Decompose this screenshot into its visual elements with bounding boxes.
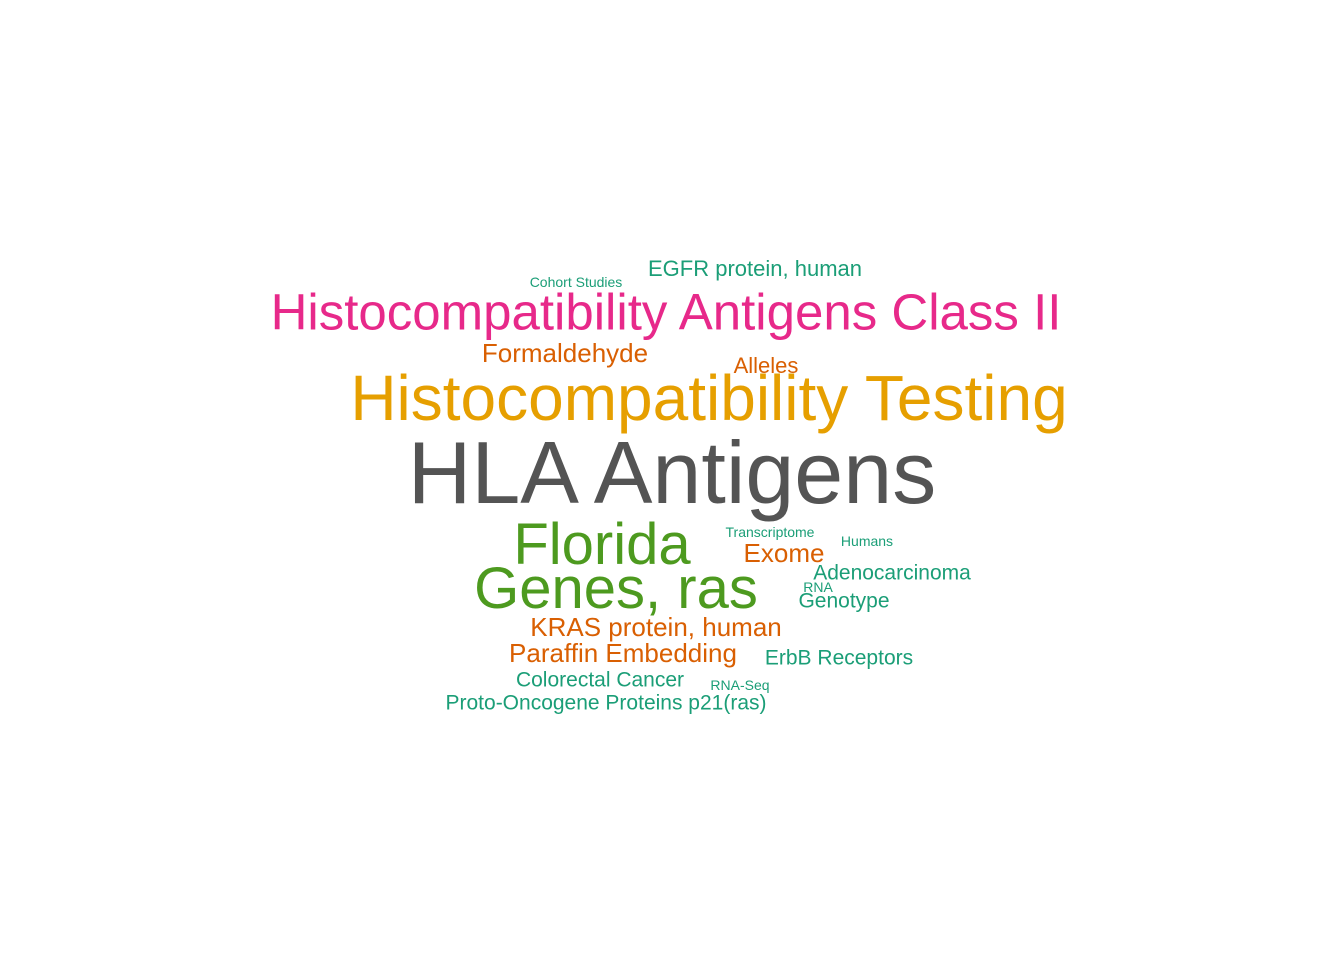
word-colorectal-cancer: Colorectal Cancer: [515, 668, 685, 692]
word-formaldehyde: Formaldehyde: [481, 338, 649, 368]
word-genotype: Genotype: [798, 589, 890, 613]
word-transcriptome: Transcriptome: [725, 524, 815, 540]
word-cohort-studies: Cohort Studies: [529, 274, 623, 290]
word-rna: RNA: [803, 579, 833, 595]
word-paraffin-embedding: Paraffin Embedding: [509, 638, 737, 668]
word-egfr-protein-human: EGFR protein, human: [648, 256, 862, 281]
word-histocompatibility-testing: Histocompatibility Testing: [350, 362, 1068, 434]
word-hla-antigens: HLA Antigens: [407, 423, 937, 522]
word-florida: Florida: [513, 512, 691, 577]
word-proto-oncogene-proteins-p21-ras: Proto-Oncogene Proteins p21(ras): [445, 691, 767, 715]
word-alleles: Alleles: [733, 353, 799, 378]
word-humans: Humans: [840, 533, 894, 549]
word-rna-seq: RNA-Seq: [710, 677, 770, 693]
word-kras-protein-human: KRAS protein, human: [530, 612, 782, 642]
word-histocompatibility-antigens-class-ii: Histocompatibility Antigens Class II: [270, 283, 1062, 341]
word-erbb-receptors: ErbB Receptors: [764, 646, 914, 670]
word-exome: Exome: [743, 538, 825, 568]
word-genes-ras: Genes, ras: [474, 556, 758, 621]
word-adenocarcinoma: Adenocarcinoma: [813, 561, 971, 585]
